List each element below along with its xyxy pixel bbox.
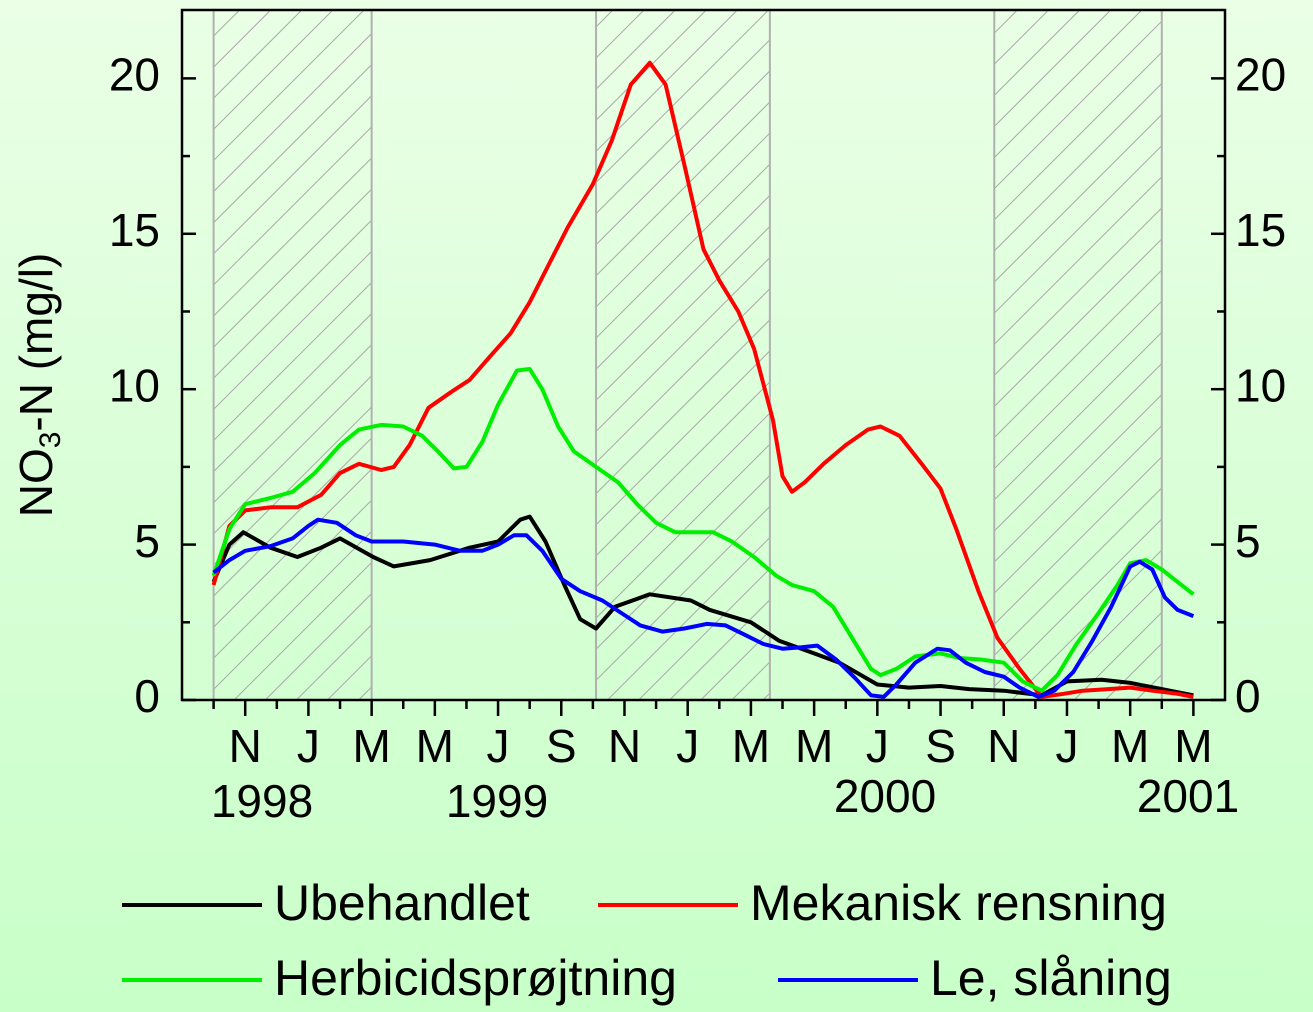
legend-label: Ubehandlet xyxy=(274,875,530,931)
y-tick-label: 20 xyxy=(109,49,160,101)
shaded-period xyxy=(595,9,771,701)
year-label: 1998 xyxy=(211,775,313,827)
y2-tick-label: 10 xyxy=(1235,359,1286,411)
x-tick-label: M xyxy=(352,720,390,772)
series-line xyxy=(211,60,1194,699)
year-label: 1999 xyxy=(446,775,548,827)
legend-label: Mekanisk rensning xyxy=(750,875,1167,931)
y-tick-label: 5 xyxy=(134,515,160,567)
year-label: 2001 xyxy=(1137,770,1239,822)
y-axis-label: NO3-N (mg/l) xyxy=(10,253,67,518)
x-tick-label: S xyxy=(925,720,956,772)
x-tick-label: J xyxy=(866,720,889,772)
y2-tick-label: 20 xyxy=(1235,49,1286,101)
series-line xyxy=(211,367,1195,693)
shaded-period xyxy=(212,9,373,701)
x-tick-label: M xyxy=(1174,720,1212,772)
y-tick-label: 10 xyxy=(109,359,160,411)
x-tick-label: M xyxy=(795,720,833,772)
legend-label: Le, slåning xyxy=(930,950,1172,1006)
x-tick-label: S xyxy=(546,720,577,772)
shaded-layer xyxy=(212,9,1163,701)
plot-frame xyxy=(180,8,1227,702)
y-tick-label: 0 xyxy=(134,670,160,722)
x-tick-label: J xyxy=(676,720,699,772)
shaded-period xyxy=(993,9,1163,701)
y-label-rest: -N (mg/l) xyxy=(10,253,62,432)
x-tick-label: J xyxy=(487,720,510,772)
x-tick-label: J xyxy=(297,720,320,772)
lines-layer xyxy=(211,60,1195,699)
y-label-sub: 3 xyxy=(34,432,67,449)
x-tick-label: N xyxy=(987,720,1020,772)
y-label-main: NO xyxy=(10,448,62,517)
x-tick-label: M xyxy=(416,720,454,772)
x-tick-label: J xyxy=(1055,720,1078,772)
x-tick-label: N xyxy=(608,720,641,772)
x-tick-label: M xyxy=(732,720,770,772)
x-tick-label: M xyxy=(1111,720,1149,772)
y2-tick-label: 0 xyxy=(1235,670,1261,722)
y2-tick-label: 5 xyxy=(1235,515,1261,567)
legend-label: Herbicidsprøjtning xyxy=(274,950,677,1006)
x-tick-label: N xyxy=(229,720,262,772)
year-label: 2000 xyxy=(834,770,936,822)
series-line xyxy=(212,517,1195,699)
y2-tick-label: 15 xyxy=(1235,204,1286,256)
y-tick-label: 15 xyxy=(109,204,160,256)
